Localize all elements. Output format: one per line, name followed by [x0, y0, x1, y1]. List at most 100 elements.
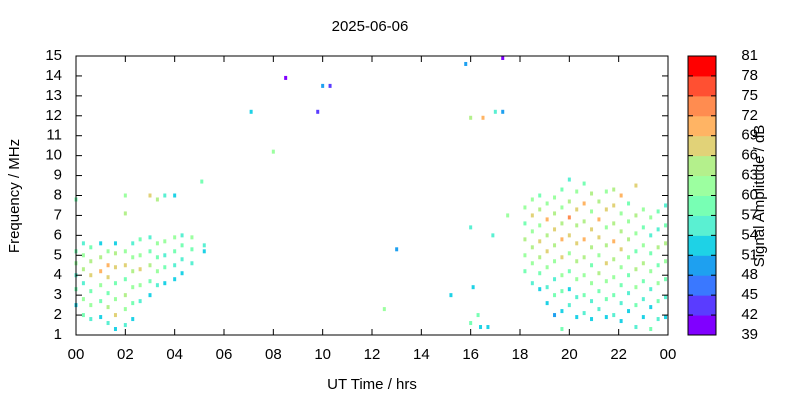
data-point	[619, 319, 623, 324]
data-point	[173, 235, 177, 240]
x-tick-label: 22	[610, 346, 627, 363]
data-point	[538, 193, 542, 198]
y-tick-label: 7	[54, 206, 62, 223]
y-tick-label: 9	[54, 167, 62, 184]
data-point	[190, 261, 194, 266]
data-point	[560, 309, 564, 314]
data-point	[612, 257, 616, 262]
data-point	[560, 273, 564, 278]
data-point	[634, 183, 638, 188]
x-tick-label: 00	[68, 346, 85, 363]
data-point	[106, 291, 110, 296]
data-point	[656, 299, 660, 304]
data-point	[202, 243, 206, 248]
data-point	[619, 283, 623, 288]
data-point	[106, 249, 110, 254]
data-point	[553, 195, 557, 200]
data-point	[506, 213, 510, 218]
colorbar-band	[688, 235, 716, 256]
data-point	[81, 313, 85, 318]
data-point	[471, 285, 475, 290]
data-point	[284, 75, 288, 80]
data-point	[590, 281, 594, 286]
data-point	[464, 61, 468, 66]
data-point	[321, 83, 325, 88]
data-point	[560, 187, 564, 192]
data-point	[567, 303, 571, 308]
data-point	[664, 259, 668, 264]
data-point	[619, 211, 623, 216]
data-point	[664, 277, 668, 282]
colorbar-band	[688, 315, 716, 336]
data-point	[155, 269, 159, 274]
data-point	[131, 255, 135, 260]
colorbar-tick-label: 39	[741, 326, 758, 343]
data-point	[530, 261, 534, 266]
data-point	[89, 317, 93, 322]
data-point	[545, 285, 549, 290]
data-point	[567, 177, 571, 182]
data-point	[180, 257, 184, 262]
data-point	[538, 207, 542, 212]
data-point	[99, 315, 103, 320]
data-point	[627, 273, 631, 278]
data-point	[612, 187, 616, 192]
y-tick-label: 2	[54, 306, 62, 323]
data-point	[649, 327, 653, 332]
data-point	[597, 199, 601, 204]
data-point	[523, 221, 527, 226]
data-point	[664, 315, 668, 320]
data-point	[523, 269, 527, 274]
colorbar-band	[688, 275, 716, 296]
data-point	[560, 221, 564, 226]
colorbar-tick-label: 57	[741, 206, 758, 223]
data-point	[619, 301, 623, 306]
data-point	[597, 271, 601, 276]
data-point	[604, 261, 608, 266]
data-point	[190, 235, 194, 240]
data-point	[560, 289, 564, 294]
data-point	[575, 207, 579, 212]
data-point	[200, 179, 204, 184]
data-point	[491, 233, 495, 238]
data-point	[567, 287, 571, 292]
data-point	[656, 263, 660, 268]
colorbar-band	[688, 175, 716, 196]
data-point	[481, 115, 485, 120]
data-point	[664, 241, 668, 246]
data-point	[173, 277, 177, 282]
data-point	[131, 269, 135, 274]
data-point	[449, 293, 453, 298]
colorbar-tick-label: 81	[741, 47, 758, 64]
data-point	[664, 223, 668, 228]
colorbar-tick-label: 75	[741, 87, 758, 104]
data-point	[590, 227, 594, 232]
data-point	[649, 287, 653, 292]
data-point	[523, 205, 527, 210]
data-point	[106, 305, 110, 310]
data-point	[81, 281, 85, 286]
data-point	[545, 217, 549, 222]
data-point	[81, 253, 85, 258]
colorbar-tick-label: 69	[741, 127, 758, 144]
data-point	[590, 263, 594, 268]
data-point	[190, 247, 194, 252]
data-point	[582, 293, 586, 298]
y-tick-label: 4	[54, 266, 62, 283]
data-point	[89, 259, 93, 264]
data-point	[567, 199, 571, 204]
colorbar-tick-label: 72	[741, 107, 758, 124]
data-point	[530, 229, 534, 234]
data-point	[597, 289, 601, 294]
y-tick-label: 1	[54, 326, 62, 343]
data-point	[656, 227, 660, 232]
colorbar-band	[688, 255, 716, 276]
data-point	[575, 315, 579, 320]
colorbar-tick-label: 66	[741, 147, 758, 164]
data-point	[163, 253, 167, 258]
data-point	[123, 323, 127, 328]
data-point	[612, 221, 616, 226]
data-point	[612, 293, 616, 298]
data-point	[567, 251, 571, 256]
